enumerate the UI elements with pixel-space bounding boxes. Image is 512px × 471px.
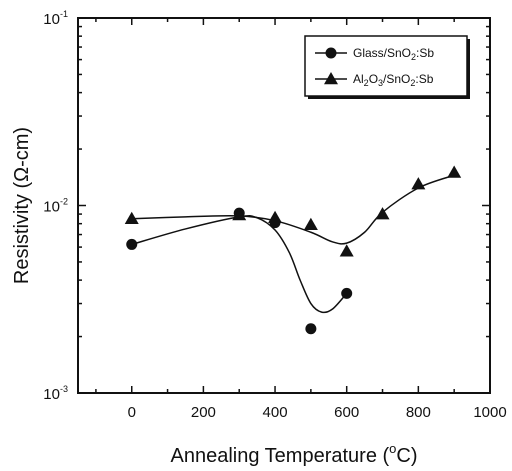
x-tick-label: 400 (263, 404, 288, 421)
data-points (124, 165, 462, 335)
alumina-data-point (447, 165, 462, 178)
fit-curves (131, 174, 455, 314)
legend-text-part: /SnO (383, 72, 410, 86)
glass-fit-curve (131, 214, 348, 314)
x-tick-label: 600 (334, 404, 359, 421)
legend-entry-label: Glass/SnO2:Sb (353, 46, 434, 62)
y-tick-label: 10-2 (43, 197, 68, 216)
legend-entry-label: Al2O3/SnO2:Sb (353, 72, 434, 88)
alumina-data-point (268, 210, 283, 224)
y-tick-label: 10-3 (43, 384, 68, 403)
x-axis-title: Annealing Temperature (oC) (171, 441, 418, 467)
alumina-data-point (375, 207, 390, 220)
legend-text-part: :Sb (416, 46, 434, 60)
y-tick-base: 10 (43, 386, 60, 403)
y-tick-exponent: -1 (60, 9, 68, 19)
glass-data-point (341, 287, 353, 299)
legend-marker (324, 72, 338, 85)
y-tick-base: 10 (43, 199, 60, 216)
legend-subscript: 2 (411, 52, 416, 62)
x-tick-label: 1000 (473, 404, 506, 421)
glass-data-point (126, 238, 138, 250)
legend-text-part: Al (353, 72, 364, 86)
axis-titles: Annealing Temperature (oC) Resistivity (Ω… (11, 127, 418, 467)
legend-text-part: :Sb (415, 72, 433, 86)
legend-text-part: Glass/SnO (353, 46, 411, 60)
x-axis-title-main: Annealing Temperature ( (171, 445, 390, 467)
x-tick-label: 200 (191, 404, 216, 421)
y-axis-title: Resistivity (Ω-cm) (11, 127, 33, 284)
y-tick-exponent: -2 (60, 197, 68, 207)
y-tick-exponent: -3 (60, 384, 68, 394)
legend-marker (325, 47, 337, 59)
glass-data-point (305, 323, 317, 335)
alumina-data-point (339, 244, 354, 257)
y-tick-label: 10-1 (43, 9, 68, 28)
alumina-data-point (303, 217, 318, 230)
x-axis-title-degree: o (389, 441, 396, 456)
legend-subscript: 3 (378, 78, 383, 88)
y-tick-base: 10 (43, 11, 60, 28)
x-tick-label: 800 (406, 404, 431, 421)
alumina-data-point (411, 177, 426, 190)
alumina-data-point (124, 211, 139, 224)
legend-subscript: 2 (364, 78, 369, 88)
legend-box (304, 35, 468, 97)
x-tick-label: 0 (128, 404, 136, 421)
legend-text-part: O (369, 72, 378, 86)
alumina-data-point (232, 207, 247, 221)
legend-subscript: 2 (410, 78, 415, 88)
x-axis-title-unit: C) (396, 445, 417, 467)
alumina-fit-curve (131, 174, 455, 245)
